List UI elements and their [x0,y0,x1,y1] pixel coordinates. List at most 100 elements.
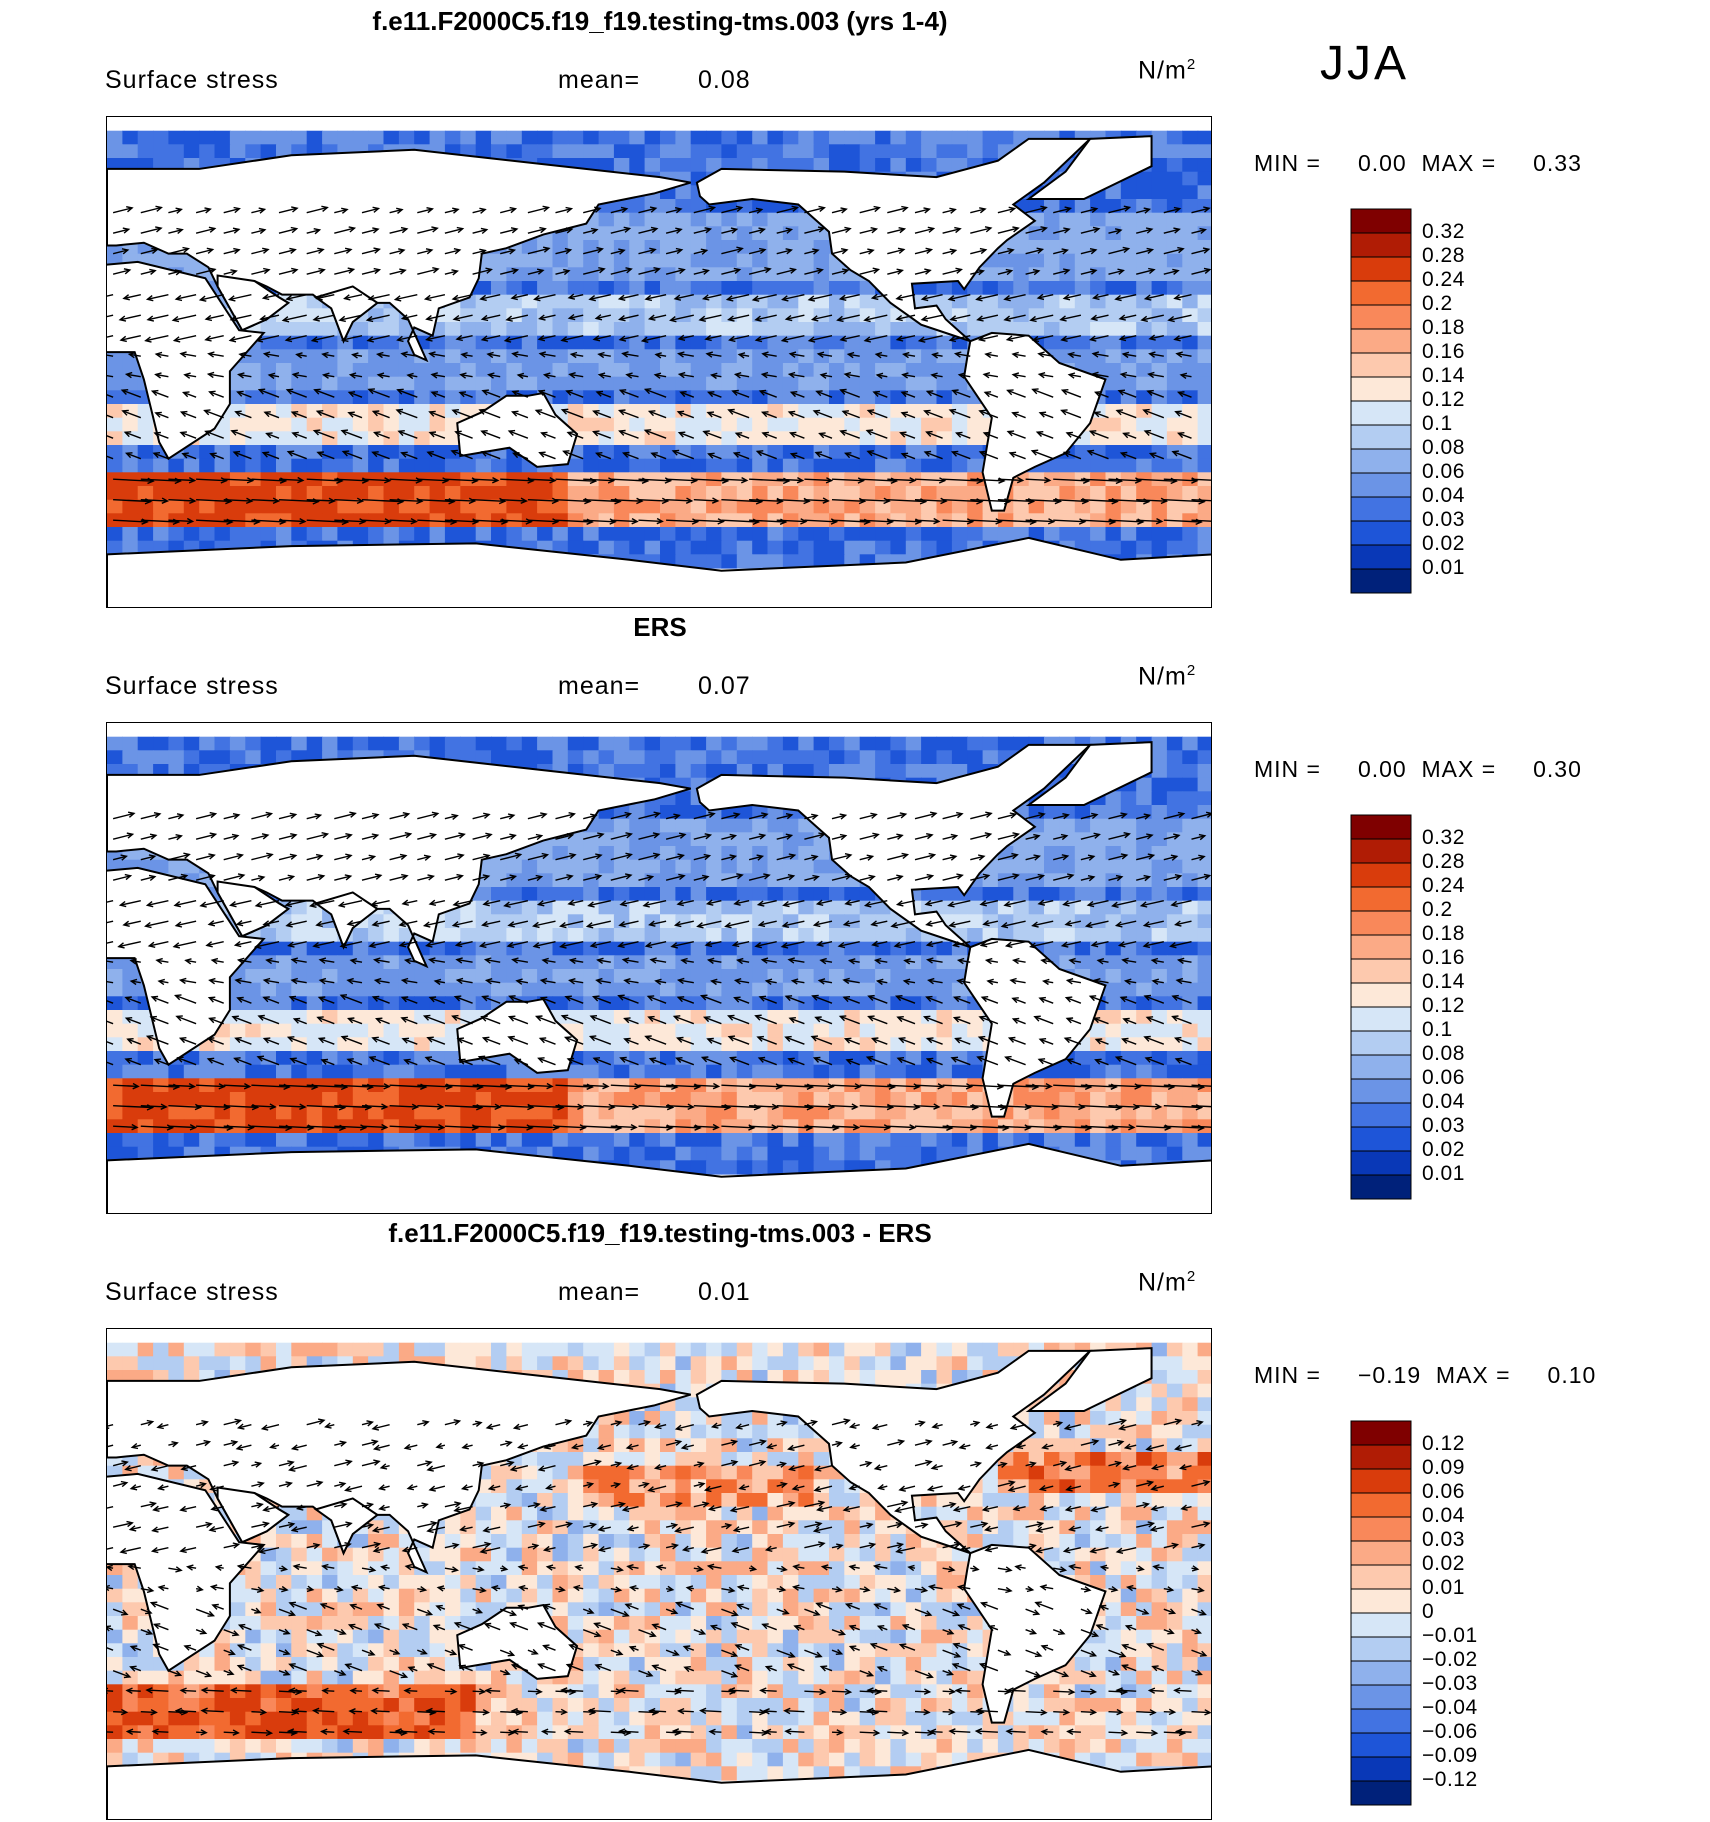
colorbar-tick-label: 0.02 [1422,1552,1465,1575]
continent-outline [456,997,579,1074]
colorbar-tick-label: 0.28 [1422,850,1465,873]
colorbar-segment [1350,1492,1412,1518]
map-field [107,1329,1211,1819]
colorbar-segment [1350,352,1412,378]
colorbar-tick-label: 0.06 [1422,1480,1465,1503]
colorbar-tick-label: 0.32 [1422,826,1465,849]
colorbar-tick-label: −0.02 [1422,1648,1478,1671]
colorbar-tick-label: −0.09 [1422,1744,1478,1767]
colorbar: 0.12 0.09 0.06 0.04 0.03 0.02 0.01 0 −0.01 −0.02−… [1350,1420,1510,1813]
colorbar-tick-label: 0.06 [1422,460,1465,483]
continent-outline [107,260,266,461]
colorbar-segment [1350,328,1412,354]
colorbar-segment [1350,544,1412,570]
colorbar-tick-label: −0.12 [1422,1768,1478,1791]
mean-label: mean= [558,672,641,700]
stress-vectors [107,1418,1211,1737]
colorbar-segment [1350,376,1412,402]
colorbar-tick-label: 0.2 [1422,898,1453,921]
colorbar-tick-label: 0.12 [1422,388,1465,411]
panel-title: f.e11.F2000C5.f19_f19.testing-tms.003 - … [388,1218,932,1248]
colorbar-segment [1350,1126,1412,1152]
colorbar: 0.32 0.28 0.24 0.2 0.18 0.16 0.14 0.12 0.1 0.08 0.… [1350,814,1510,1207]
colorbar-tick-label: 0.18 [1422,316,1465,339]
colorbar-segment [1350,520,1412,546]
colorbar-segment [1350,1174,1412,1200]
colorbar-tick-label: 0.02 [1422,1138,1465,1161]
colorbar-tick-label: 0.16 [1422,946,1465,969]
colorbar-segment [1350,400,1412,426]
variable-label: Surface stress [105,1278,279,1306]
map-plot [106,1328,1212,1820]
continent-outline [216,880,291,938]
colorbar-segment [1350,1684,1412,1710]
colorbar-svg [1350,1420,1412,1806]
variable-label: Surface stress [105,672,279,700]
colorbar-tick-label: 0.08 [1422,1042,1465,1065]
continent-outline [107,866,266,1067]
min-max-readout: MIN = −0.19 MAX = 0.10 [1254,1362,1597,1388]
colorbar-segment [1350,208,1412,234]
colorbar-segment [1350,232,1412,258]
map-field [107,117,1211,607]
stress-vectors [107,811,1211,1132]
min-max-readout: MIN = 0.00 MAX = 0.33 [1254,150,1582,176]
colorbar-segment [1350,304,1412,330]
min-max-readout: MIN = 0.00 MAX = 0.30 [1254,756,1582,782]
mean-value: 0.08 [698,66,751,94]
colorbar-segment [1350,1444,1412,1470]
continent-outline [695,1349,1093,1555]
colorbar-tick-label: 0.08 [1422,436,1465,459]
colorbar-segment [1350,886,1412,912]
colorbar-tick-label: 0.04 [1422,1090,1465,1113]
colorbar-tick-label: 0.18 [1422,922,1465,945]
colorbar-tick-label: 0.03 [1422,1114,1465,1137]
continent-outline [313,1497,380,1556]
colorbar-segment [1350,1468,1412,1494]
stress-vectors [107,205,1211,526]
continent-outline [1025,1347,1153,1412]
colorbar-segment [1350,1102,1412,1128]
colorbar-segment [1350,1054,1412,1080]
colorbar-segment [1350,1708,1412,1734]
colorbar-svg [1350,208,1412,594]
continent-outline [1025,741,1153,806]
colorbar-tick-label: 0.12 [1422,994,1465,1017]
mean-value: 0.07 [698,672,751,700]
colorbar-segment [1350,934,1412,960]
map-field [107,723,1211,1213]
colorbar-segment [1350,1588,1412,1614]
colorbar-segment [1350,1636,1412,1662]
colorbar-segment [1350,1030,1412,1056]
map-plot [106,722,1212,1214]
colorbar-segment [1350,424,1412,450]
colorbar-tick-label: 0.04 [1422,484,1465,507]
colorbar-tick-label: −0.03 [1422,1672,1478,1695]
mean-label: mean= [558,1278,641,1306]
colorbar-tick-label: 0.01 [1422,1576,1465,1599]
colorbar-tick-label: −0.01 [1422,1624,1478,1647]
colorbar-segment [1350,280,1412,306]
colorbar-segment [1350,1732,1412,1758]
colorbar-tick-label: 0.04 [1422,1504,1465,1527]
variable-label: Surface stress [105,66,279,94]
colorbar-segment [1350,496,1412,522]
colorbar-segment [1350,448,1412,474]
continent-outline [695,137,1093,343]
continent-outline [456,391,579,468]
colorbar-tick-label: 0.14 [1422,970,1465,993]
colorbar-tick-label: 0.09 [1422,1456,1465,1479]
colorbar-segment [1350,1780,1412,1806]
colorbar-tick-label: 0.12 [1422,1432,1465,1455]
colorbar-tick-label: −0.04 [1422,1696,1478,1719]
colorbar-tick-label: 0.03 [1422,1528,1465,1551]
colorbar-tick-label: 0.1 [1422,1018,1453,1041]
colorbar-tick-label: 0.02 [1422,532,1465,555]
colorbar-tick-label: 0.14 [1422,364,1465,387]
units-label: N/m2 [1138,56,1197,85]
units-label: N/m2 [1138,662,1197,691]
colorbar-segment [1350,1756,1412,1782]
continent-outline [107,536,1211,607]
colorbar-tick-label: −0.06 [1422,1720,1478,1743]
continent-outline [963,331,1107,512]
